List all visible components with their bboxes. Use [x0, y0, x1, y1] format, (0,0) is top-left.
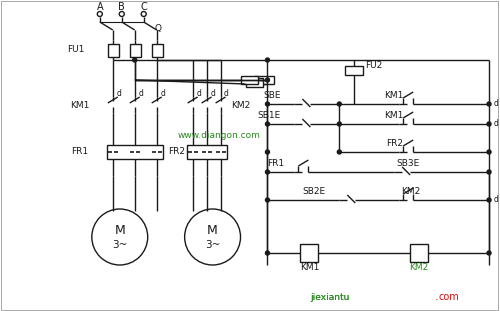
Text: jiexiantu: jiexiantu — [310, 293, 349, 301]
Circle shape — [338, 150, 342, 154]
Circle shape — [487, 198, 491, 202]
Text: KM2: KM2 — [231, 100, 250, 109]
Circle shape — [266, 198, 270, 202]
Text: FR1: FR1 — [72, 147, 88, 156]
Bar — [254, 76, 274, 84]
Circle shape — [92, 209, 148, 265]
Text: SBE: SBE — [263, 91, 280, 100]
Text: M: M — [207, 224, 218, 236]
Text: jiexiantu: jiexiantu — [310, 293, 349, 301]
Text: FR1: FR1 — [268, 160, 284, 169]
Circle shape — [487, 150, 491, 154]
Text: SB1E: SB1E — [257, 112, 280, 120]
Circle shape — [266, 122, 270, 126]
Text: KM2: KM2 — [401, 188, 420, 197]
Text: B: B — [118, 2, 125, 12]
Text: d: d — [210, 89, 215, 98]
Circle shape — [132, 58, 136, 62]
Text: KM1: KM1 — [384, 112, 404, 120]
Bar — [130, 44, 140, 57]
Text: KM1: KM1 — [384, 91, 404, 100]
Text: d: d — [224, 89, 229, 98]
Bar — [186, 145, 226, 159]
Bar — [300, 244, 318, 262]
Text: d: d — [160, 89, 165, 98]
Text: d: d — [494, 196, 499, 205]
Bar — [240, 76, 258, 84]
Bar — [152, 44, 162, 57]
Bar — [346, 66, 364, 75]
Bar — [410, 244, 428, 262]
Text: d: d — [116, 89, 121, 98]
Text: 3~: 3~ — [205, 240, 220, 250]
Text: FU1: FU1 — [67, 45, 84, 54]
Text: FU2: FU2 — [366, 62, 383, 71]
Text: FR2: FR2 — [168, 147, 185, 156]
Text: FR2: FR2 — [386, 140, 402, 148]
Circle shape — [266, 170, 270, 174]
Bar — [107, 145, 162, 159]
Text: M: M — [114, 224, 125, 236]
Circle shape — [266, 102, 270, 106]
Text: d: d — [494, 100, 499, 109]
Text: 3~: 3~ — [112, 240, 128, 250]
Text: www.diangon.com: www.diangon.com — [178, 131, 261, 140]
Circle shape — [266, 58, 270, 62]
Text: d: d — [494, 119, 499, 128]
Circle shape — [487, 102, 491, 106]
Text: SB2E: SB2E — [302, 188, 326, 197]
Text: KM1: KM1 — [300, 263, 319, 272]
Text: KM2: KM2 — [410, 263, 429, 272]
Text: d: d — [196, 89, 201, 98]
Text: KM1: KM1 — [70, 100, 89, 109]
Circle shape — [184, 209, 240, 265]
Circle shape — [487, 122, 491, 126]
Bar — [246, 78, 264, 87]
Text: C: C — [140, 2, 147, 12]
Circle shape — [338, 102, 342, 106]
Text: Q: Q — [154, 24, 161, 33]
Text: d: d — [138, 89, 143, 98]
Circle shape — [338, 122, 342, 126]
Text: com: com — [438, 292, 460, 302]
Bar — [108, 44, 119, 57]
Text: SB3E: SB3E — [396, 160, 419, 169]
Circle shape — [487, 170, 491, 174]
Circle shape — [266, 251, 270, 255]
Circle shape — [266, 78, 270, 82]
Circle shape — [266, 150, 270, 154]
Text: A: A — [96, 2, 103, 12]
Text: .: . — [434, 292, 438, 302]
Circle shape — [487, 251, 491, 255]
